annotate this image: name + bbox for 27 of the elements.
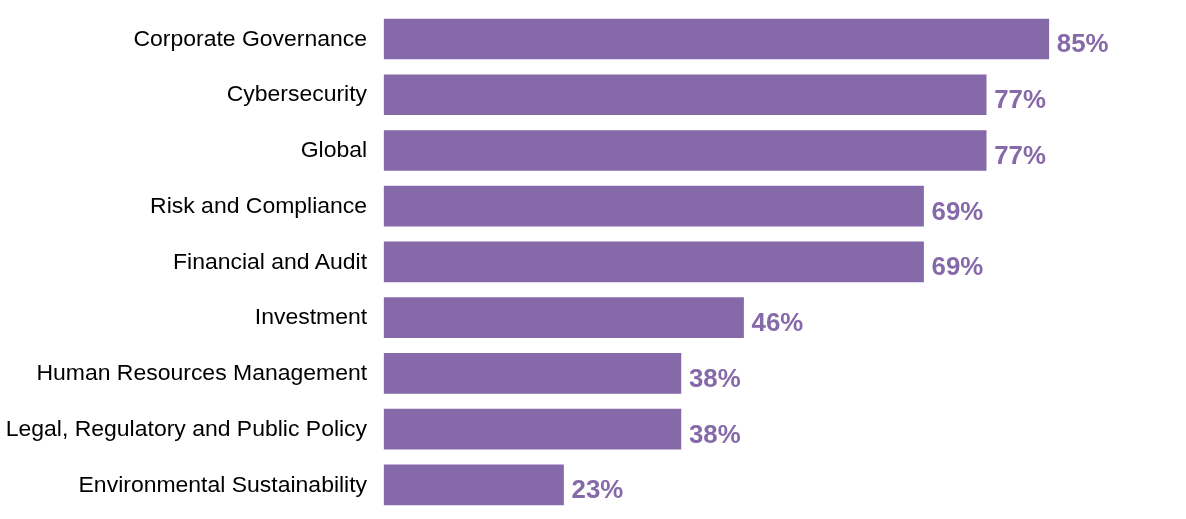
- y-tick-label: Corporate Governance: [133, 24, 368, 51]
- data-label: 38%: [688, 419, 741, 448]
- bar: [383, 241, 924, 283]
- y-tick-label: Global: [300, 136, 368, 163]
- y-tick-label: Environmental Sustainability: [78, 470, 368, 497]
- data-label: 85%: [1056, 29, 1109, 58]
- bar: [383, 464, 564, 506]
- data-label: 77%: [994, 85, 1046, 114]
- y-tick-label: Financial and Audit: [173, 247, 368, 274]
- y-tick-label: Cybersecurity: [226, 80, 368, 107]
- y-tick-label: Human Resources Management: [36, 359, 368, 386]
- bar: [383, 408, 682, 450]
- bar: [383, 18, 1050, 60]
- y-tick-label: Investment: [254, 303, 368, 330]
- y-tick-label: Legal, Regulatory and Public Policy: [5, 414, 368, 441]
- data-label: 77%: [994, 140, 1046, 169]
- bar: [383, 353, 682, 394]
- data-label: 23%: [571, 475, 624, 504]
- data-label: 38%: [688, 363, 741, 392]
- bar: [383, 74, 987, 116]
- y-tick-label: Risk and Compliance: [150, 191, 368, 218]
- data-label: 69%: [931, 196, 984, 225]
- bar: [383, 130, 987, 171]
- bar: [383, 185, 924, 227]
- data-label: 46%: [751, 308, 804, 337]
- bar: [383, 297, 744, 339]
- data-label: 69%: [931, 252, 984, 281]
